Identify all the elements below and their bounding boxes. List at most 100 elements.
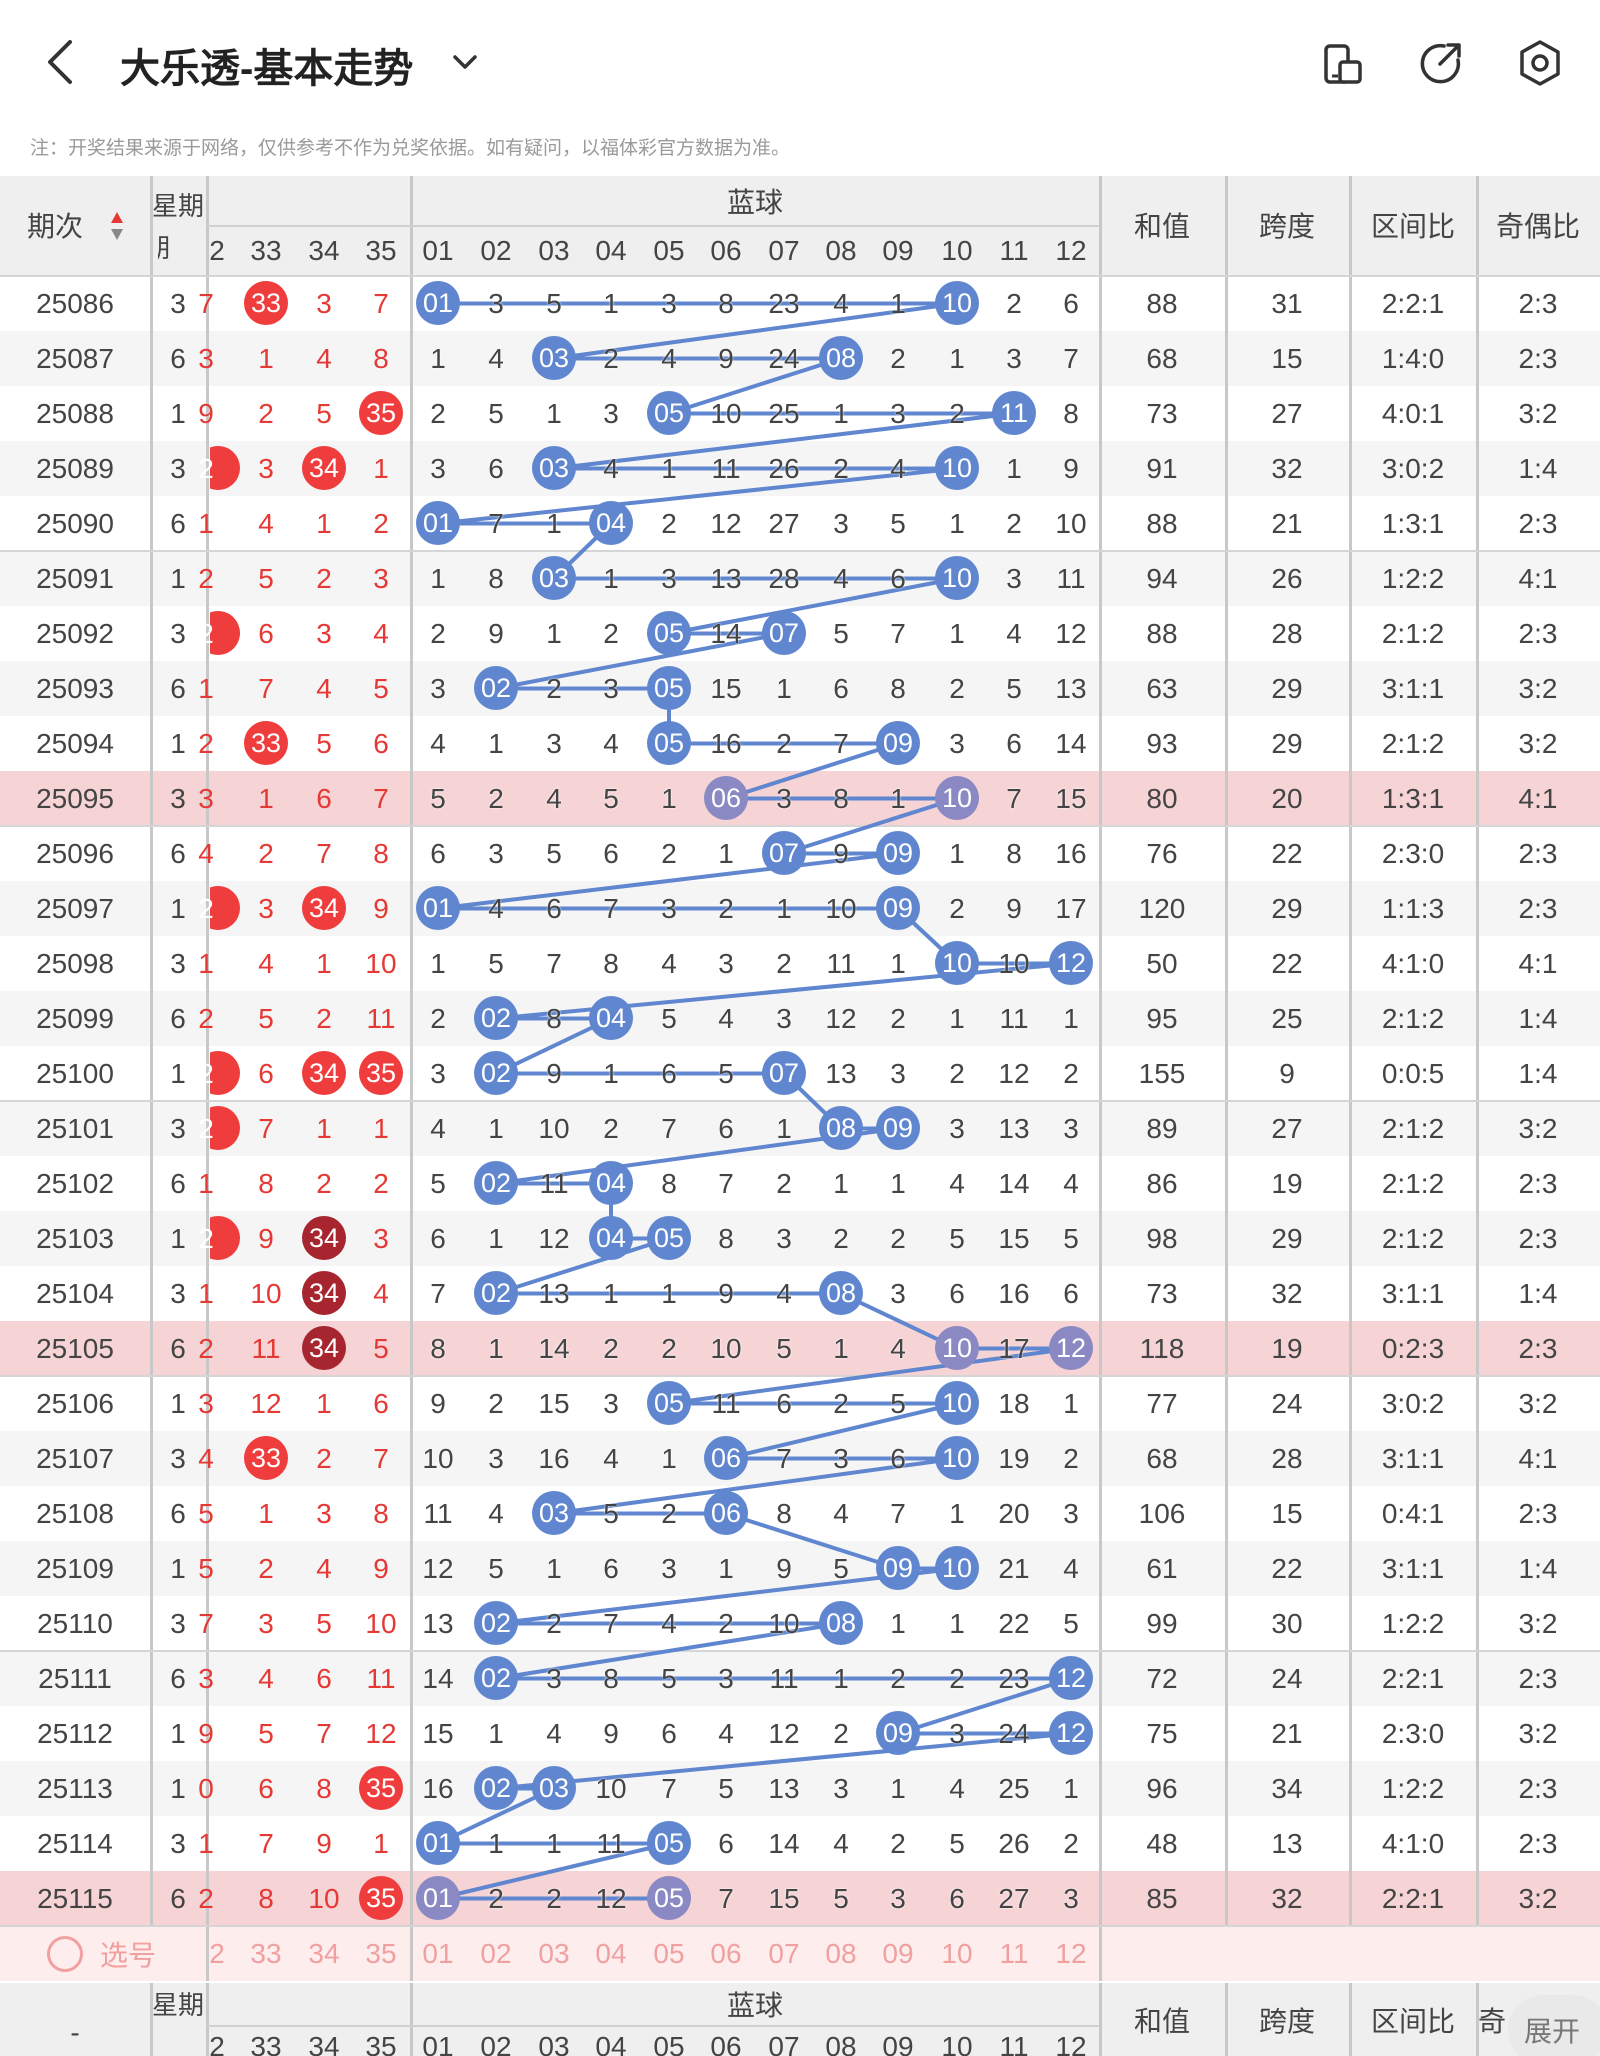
blue-miss-count: 3: [1006, 342, 1022, 374]
settings-icon[interactable]: [1516, 38, 1564, 88]
blue-miss-count: 7: [718, 1167, 734, 1199]
select-red-number[interactable]: 33: [250, 1937, 282, 1969]
blue-ball: 02: [474, 1601, 518, 1645]
weekday: 1: [170, 397, 186, 429]
select-blue-number[interactable]: 02: [480, 1937, 512, 1969]
select-red-number[interactable]: 34: [308, 1937, 340, 1969]
select-blue-number[interactable]: 10: [941, 1937, 973, 1969]
footer-blue-number: 07: [768, 2031, 800, 2056]
red-number-cell: 3: [373, 562, 389, 594]
footer-red-number: 35: [365, 2031, 397, 2056]
issue-number: 25112: [37, 1717, 113, 1749]
red-number-cell: 7: [373, 1442, 389, 1474]
span-value: 29: [1271, 672, 1303, 704]
blue-miss-count: 3: [430, 672, 446, 704]
blue-miss-count: 3: [833, 507, 849, 539]
red-number-cell: 1: [373, 1112, 389, 1144]
blue-miss-count: 5: [603, 782, 619, 814]
blue-miss-count: 27: [998, 1882, 1030, 1914]
weekday: 6: [170, 342, 186, 374]
select-radio[interactable]: [47, 1936, 83, 1972]
blue-miss-count: 9: [718, 342, 734, 374]
partial-red-number: 2: [198, 1057, 214, 1089]
blue-miss-count: 2: [546, 672, 562, 704]
select-blue-number[interactable]: 06: [710, 1937, 742, 1969]
back-icon[interactable]: [40, 36, 80, 88]
sum-value: 89: [1146, 1112, 1178, 1144]
zone-ratio: 3:0:2: [1381, 1387, 1445, 1419]
blue-miss-count: 7: [890, 617, 906, 649]
blue-miss-count: 1: [890, 947, 906, 979]
blue-miss-count: 2: [1063, 1827, 1079, 1859]
blue-miss-count: 24: [768, 342, 800, 374]
odd-even-ratio: 3:2: [1518, 1112, 1558, 1144]
odd-even-ratio: 3:2: [1518, 1607, 1558, 1639]
blue-miss-count: 14: [1055, 727, 1087, 759]
partial-red-number: 2: [198, 727, 214, 759]
column-divider: [1476, 1983, 1479, 2056]
footer-blue-number: 09: [882, 2031, 914, 2056]
blue-miss-count: 8: [833, 782, 849, 814]
sort-icon[interactable]: [110, 210, 124, 242]
blue-miss-count: 4: [890, 1332, 906, 1364]
blue-miss-count: 1: [661, 782, 677, 814]
select-blue-number[interactable]: 07: [768, 1937, 800, 1969]
weekday: 3: [170, 1277, 186, 1309]
col-header-blue-group: 蓝球: [726, 187, 783, 218]
select-blue-number[interactable]: 11: [999, 1937, 1029, 1969]
blue-miss-count: 23: [998, 1662, 1030, 1694]
chevron-down-icon[interactable]: [450, 50, 480, 74]
blue-miss-count: 4: [603, 452, 619, 484]
odd-even-ratio: 3:2: [1518, 1387, 1558, 1419]
screen-rotate-icon[interactable]: [1318, 40, 1366, 88]
blue-miss-count: 5: [1063, 1222, 1079, 1254]
red-ball: 34: [302, 886, 346, 930]
select-blue-number[interactable]: 09: [882, 1937, 914, 1969]
blue-miss-count: 2: [833, 1222, 849, 1254]
blue-miss-count: 2: [890, 1662, 906, 1694]
select-label[interactable]: 选号: [99, 1939, 156, 1971]
red-number-cell: 3: [316, 1497, 332, 1529]
zone-ratio: 3:1:1: [1381, 1442, 1445, 1474]
column-divider: [1225, 1983, 1228, 2056]
issue-number: 25106: [36, 1387, 114, 1419]
column-divider: [1349, 176, 1352, 1926]
blue-miss-count: 2: [546, 1882, 562, 1914]
weekday: 3: [170, 1607, 186, 1639]
select-blue-number[interactable]: 05: [653, 1937, 685, 1969]
blue-miss-count: 5: [833, 1882, 849, 1914]
expand-button[interactable]: 展开: [1508, 1995, 1600, 2056]
red-number-cell: 3: [258, 452, 274, 484]
select-blue-number[interactable]: 01: [422, 1937, 454, 1969]
blue-miss-count: 10: [422, 1442, 454, 1474]
blue-miss-count: 16: [538, 1442, 570, 1474]
issue-number: 25105: [36, 1332, 114, 1364]
select-blue-number[interactable]: 12: [1055, 1937, 1087, 1969]
red-number-cell: 7: [373, 782, 389, 814]
partial-red-number: 2: [198, 617, 214, 649]
blue-miss-count: 2: [718, 1607, 734, 1639]
blue-miss-count: 5: [718, 1057, 734, 1089]
blue-miss-count: 1: [776, 672, 792, 704]
select-blue-number[interactable]: 03: [538, 1937, 570, 1969]
blue-ball: 05: [647, 666, 691, 710]
span-value: 22: [1271, 947, 1303, 979]
blue-miss-count: 27: [768, 507, 800, 539]
blue-ball: 01: [416, 501, 460, 545]
select-blue-number[interactable]: 04: [595, 1937, 627, 1969]
red-number-cell: 8: [373, 342, 389, 374]
share-icon[interactable]: [1416, 38, 1466, 88]
red-number-cell: 4: [316, 672, 332, 704]
zone-ratio: 1:4:0: [1381, 342, 1445, 374]
blue-miss-count: 3: [661, 562, 677, 594]
sum-value: 91: [1146, 452, 1178, 484]
select-blue-number[interactable]: 08: [825, 1937, 857, 1969]
blue-miss-count: 11: [769, 1662, 799, 1694]
blue-miss-count: 1: [718, 1552, 734, 1584]
odd-even-ratio: 1:4: [1518, 1002, 1558, 1034]
red-number-header: 33: [250, 235, 282, 266]
blue-number-header: 11: [999, 235, 1029, 266]
odd-even-ratio: 2:3: [1518, 287, 1558, 319]
select-red-number[interactable]: 35: [365, 1937, 397, 1969]
select-red-number[interactable]: 2: [209, 1937, 225, 1969]
